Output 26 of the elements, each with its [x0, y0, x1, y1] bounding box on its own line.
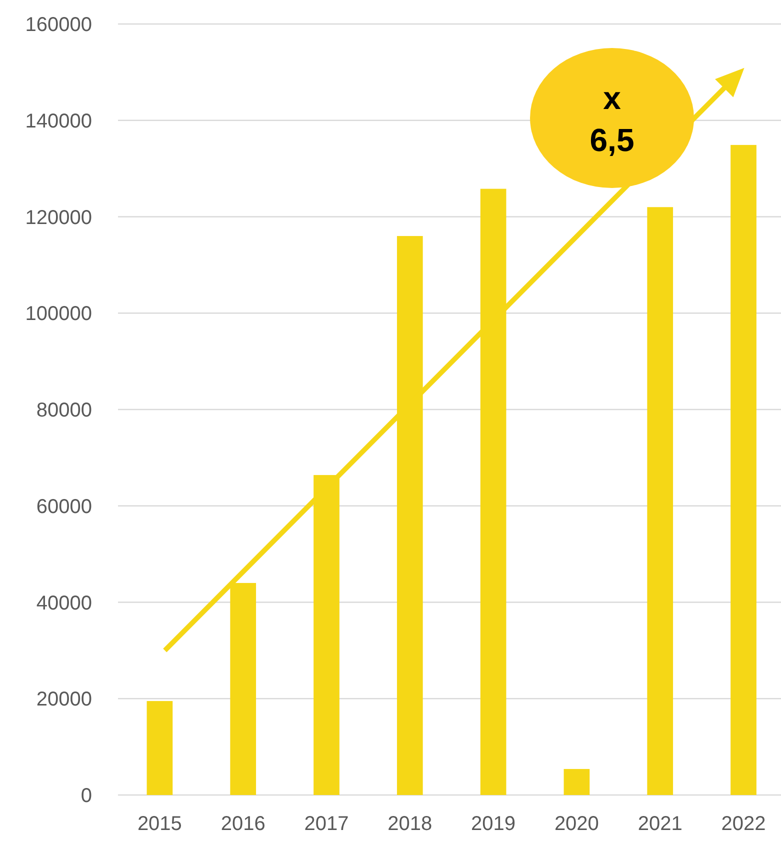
bar — [647, 207, 674, 795]
x-tick-label: 2021 — [638, 813, 682, 835]
x-tick-label: 2022 — [721, 813, 766, 835]
y-tick-label: 120000 — [25, 206, 92, 229]
bar — [396, 236, 423, 795]
x-tick-label: 2019 — [471, 813, 516, 835]
y-tick-label: 100000 — [25, 303, 92, 326]
y-tick-label: 140000 — [25, 110, 92, 132]
y-tick-label: 160000 — [25, 14, 92, 36]
y-tick-label: 60000 — [36, 496, 92, 518]
x-tick-label: 2018 — [388, 813, 432, 835]
y-tick-label: 0 — [80, 785, 92, 807]
annotation: x 6,5 — [590, 80, 634, 158]
bar — [314, 475, 340, 795]
y-tick-label: 20000 — [36, 688, 92, 711]
x-tick-label: 2020 — [554, 813, 599, 835]
bar — [480, 188, 506, 795]
bar — [564, 768, 590, 795]
bar — [230, 582, 256, 795]
y-tick-label: 40000 — [36, 592, 92, 614]
x-tick-label: 2015 — [137, 813, 182, 835]
bar — [146, 701, 173, 795]
x-tick-label: 2016 — [220, 813, 266, 835]
bar — [730, 144, 756, 795]
x-tick-label: 2017 — [304, 813, 349, 835]
y-tick-label: 80000 — [36, 400, 92, 422]
